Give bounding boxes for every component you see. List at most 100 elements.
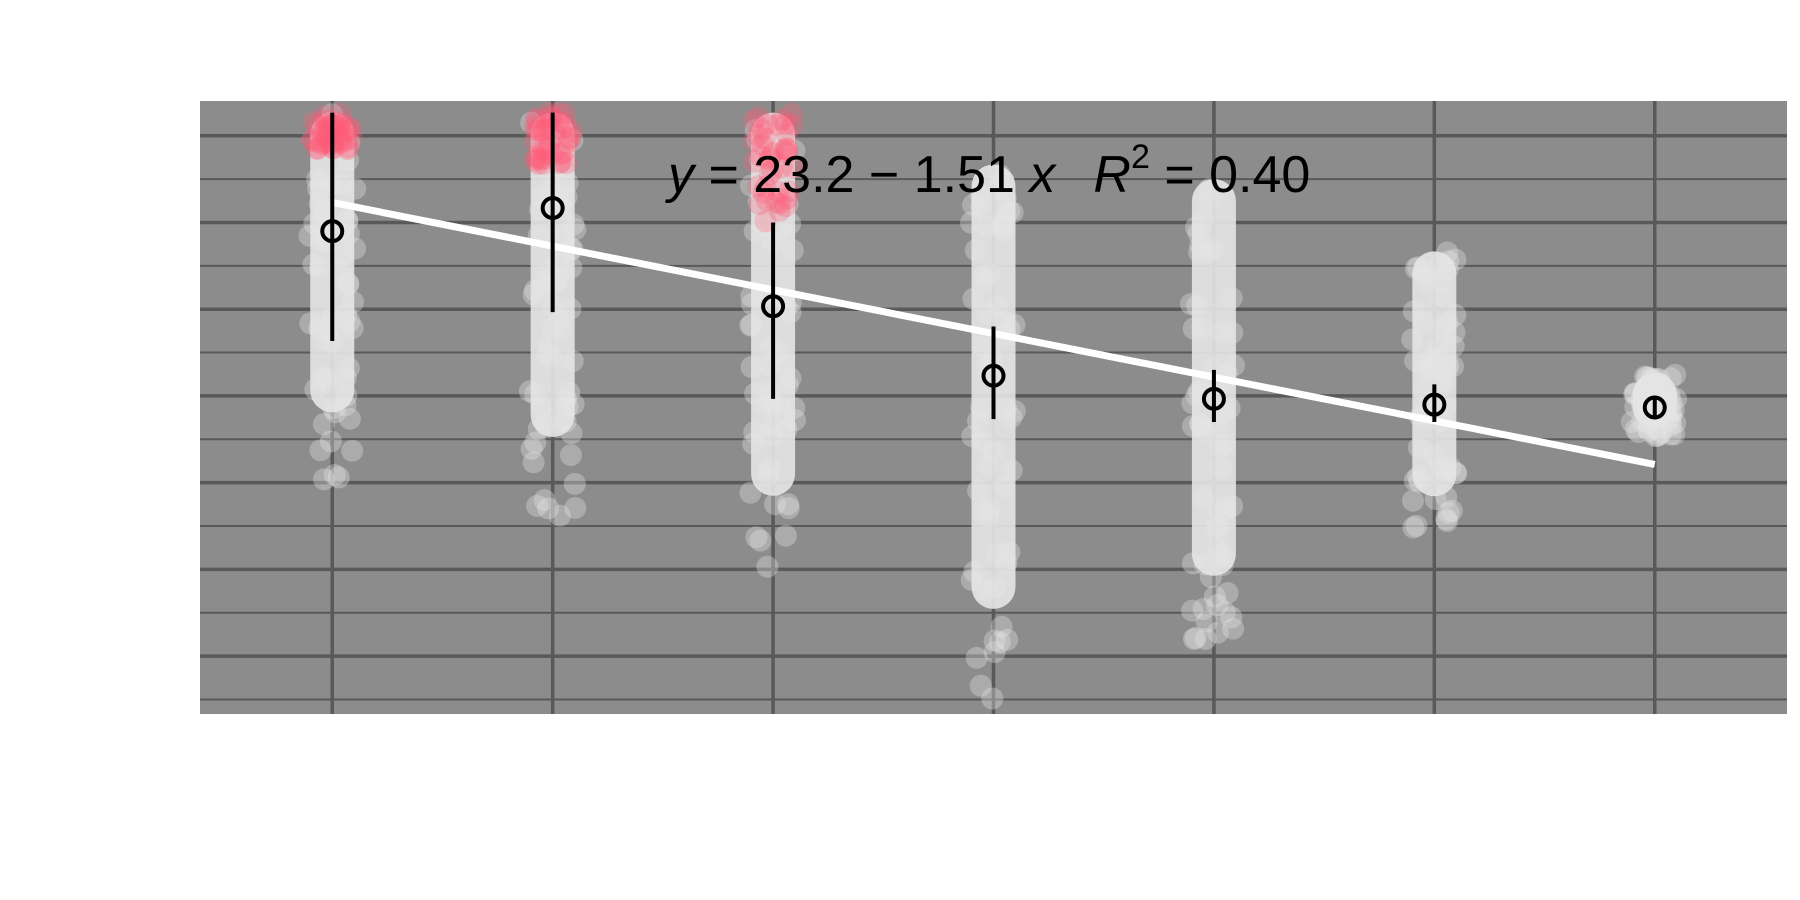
data-point [330,244,353,267]
data-point [334,367,357,390]
data-point [1435,486,1458,509]
data-point [1647,367,1670,390]
data-point [554,387,577,410]
data-point [1213,433,1236,456]
data-point [760,424,783,447]
data-point [1644,425,1667,448]
data-point [564,497,587,520]
data-point [1427,347,1450,370]
data-point [740,313,763,336]
data-point [324,401,347,424]
data-point [533,489,556,512]
mean-marker [761,294,786,319]
data-point [1437,250,1460,273]
highlight-point [306,138,329,161]
highlight-point [334,129,357,152]
data-point [1417,357,1440,380]
data-point [299,312,322,335]
highlight-point [523,130,546,153]
data-point [993,214,1016,237]
highlight-point [524,119,547,142]
data-point [971,430,994,453]
highlight-point [552,112,575,135]
highlight-point [559,126,582,149]
data-point [562,393,585,416]
highlight-point [330,131,353,154]
data-point [309,439,332,462]
data-point [747,190,770,213]
highlight-point [751,118,774,141]
data-point [1431,373,1454,396]
data-point [318,320,341,343]
data-point [962,193,985,216]
highlight-point [302,110,325,133]
data-point [756,120,779,143]
highlight-point [301,129,324,152]
data-point [311,365,334,388]
data-point [1182,317,1205,340]
highlight-point [326,113,349,136]
data-point [983,576,1006,599]
data-point [988,172,1011,195]
highlight-point [336,138,359,161]
data-point [1413,360,1436,383]
data-point [1185,216,1208,239]
data-point [337,357,360,380]
highlight-point [306,137,329,160]
data-point [1206,621,1229,644]
data-point [1437,354,1460,377]
data-point [1656,401,1679,424]
data-point [304,378,327,401]
highlight-point [555,152,578,175]
data-point [1429,467,1452,490]
data-point [524,431,547,454]
highlight-point [748,193,771,216]
data-point [337,273,360,296]
data-point [1650,421,1673,444]
data-point [559,297,582,320]
data-point [779,212,802,235]
data-point [1627,421,1650,444]
highlight-point [556,132,579,155]
highlight-point [552,141,575,164]
highlight-point [544,122,567,145]
highlight-point [558,128,581,151]
data-point [1220,287,1243,310]
data-point [522,451,545,474]
data-point [965,646,988,669]
data-point [1415,270,1438,293]
data-point [1620,410,1643,433]
highlight-point [318,114,341,137]
data-point [1192,208,1215,231]
data-point [1427,335,1450,358]
highlight-point [768,192,791,215]
data-point [1646,424,1669,447]
data-point [530,396,553,419]
data-point [740,293,763,316]
highlight-point [775,123,798,146]
data-point [1413,310,1436,333]
highlight-point [532,152,555,175]
data-point [993,219,1016,242]
data-point [776,193,799,216]
data-point [538,335,561,358]
data-point [1645,418,1668,441]
data-point [1423,443,1446,466]
data-point [1185,384,1208,407]
highlight-point [775,141,798,164]
highlight-point [776,138,799,161]
data-point [308,192,331,215]
highlight-point [539,105,562,128]
data-point [1624,382,1647,405]
highlight-point [329,102,352,125]
data-point [1187,222,1210,245]
data-point [1192,597,1215,620]
data-point [1659,367,1682,390]
data-point [1430,270,1453,293]
data-point [1181,392,1204,415]
data-point [341,316,364,339]
data-point [769,219,792,242]
data-point [762,120,785,143]
data-point [1223,354,1246,377]
data-point [1648,423,1671,446]
